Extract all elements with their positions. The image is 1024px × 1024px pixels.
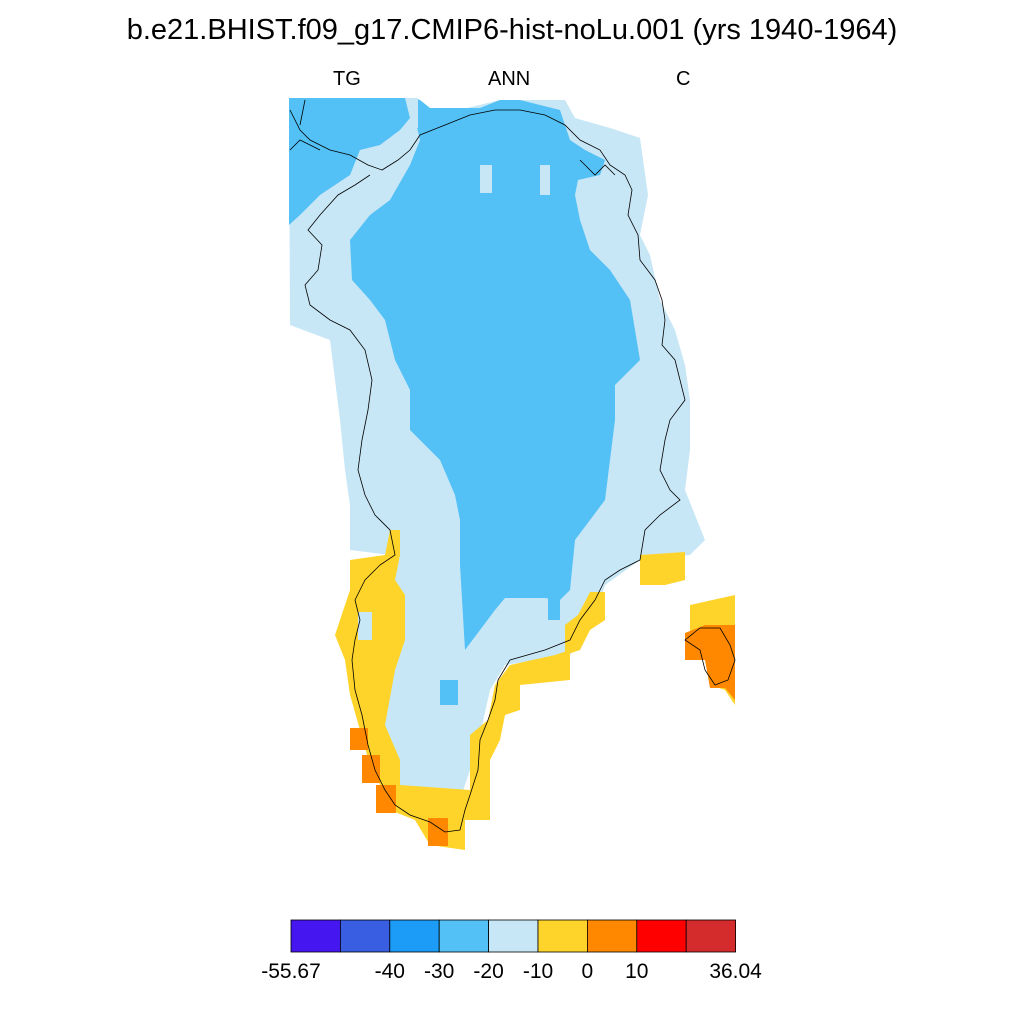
colorbar-swatch bbox=[290, 919, 341, 953]
colorbar-swatch bbox=[389, 919, 440, 953]
colorbar-tick-label: -10 bbox=[522, 960, 554, 983]
inclusion bbox=[540, 165, 550, 195]
colorbar-swatch bbox=[488, 919, 539, 953]
colorbar-tick-label: 0 bbox=[581, 960, 594, 983]
region-warm-island bbox=[685, 625, 735, 700]
variable-label: TG bbox=[333, 68, 361, 90]
region-warm-patch bbox=[376, 785, 396, 813]
region-warm-patch bbox=[362, 755, 380, 783]
region-very-cold-interior bbox=[289, 98, 640, 650]
coastline bbox=[289, 99, 736, 833]
region-mild-southwest bbox=[335, 530, 405, 795]
season-label: ANN bbox=[488, 68, 531, 90]
colorbar-tick-label: -20 bbox=[473, 960, 504, 983]
inclusion bbox=[358, 612, 372, 640]
colorbar-swatch bbox=[685, 919, 737, 953]
plot-title: b.e21.BHIST.f09_g17.CMIP6-hist-noLu.001 … bbox=[126, 14, 898, 46]
colorbar-swatch bbox=[339, 919, 391, 953]
colorbar-tick-label: -30 bbox=[424, 960, 455, 983]
colorbar-swatch bbox=[537, 919, 588, 953]
colorbar-tick-label: -40 bbox=[374, 960, 405, 983]
region-mild-east bbox=[640, 552, 685, 585]
region-warm-patch bbox=[428, 818, 448, 846]
inclusion bbox=[440, 680, 458, 705]
colorbar-tick-label: 10 bbox=[625, 960, 649, 983]
colorbar-swatch bbox=[587, 919, 638, 953]
inclusion bbox=[548, 598, 560, 620]
colorbar-tick-label: -55.67 bbox=[261, 960, 321, 983]
colorbar-tick-label: 36.04 bbox=[709, 960, 762, 983]
inclusion bbox=[410, 98, 418, 128]
region-mild-south bbox=[380, 650, 570, 850]
inclusion bbox=[480, 165, 492, 193]
region-warm-patch bbox=[350, 728, 368, 750]
region-mild-southeast bbox=[565, 592, 605, 655]
colorbar-swatch bbox=[636, 919, 687, 953]
colorbar-swatch bbox=[438, 919, 490, 953]
units-label: C bbox=[676, 68, 691, 90]
